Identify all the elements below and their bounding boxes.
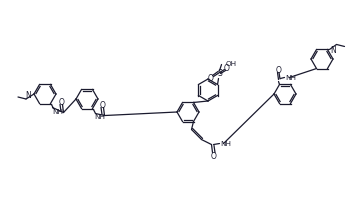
Text: O: O: [275, 66, 282, 75]
Text: S: S: [217, 69, 222, 78]
Text: NH: NH: [285, 75, 296, 81]
Text: N: N: [25, 90, 31, 99]
Text: OH: OH: [225, 60, 237, 66]
Text: NH: NH: [53, 108, 64, 114]
Text: NH: NH: [94, 113, 105, 119]
Text: O: O: [224, 64, 229, 73]
Text: NH: NH: [220, 140, 231, 146]
Text: O: O: [208, 74, 213, 83]
Text: O: O: [59, 98, 65, 106]
Text: O: O: [100, 101, 106, 109]
Text: N: N: [331, 46, 336, 55]
Text: O: O: [211, 151, 217, 160]
